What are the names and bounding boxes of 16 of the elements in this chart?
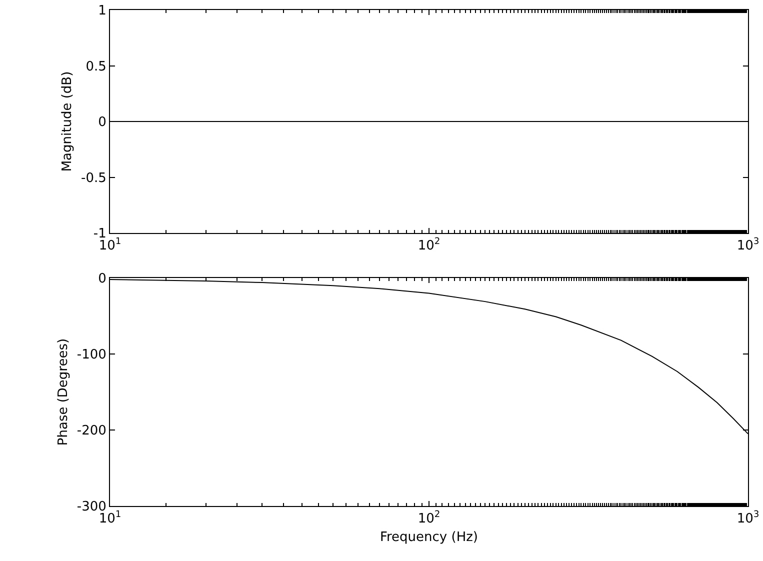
y-tick-label: -0.5 xyxy=(81,170,106,186)
y-tick-label: -100 xyxy=(76,348,106,363)
y-axis-title: Phase (Degrees) xyxy=(56,338,71,446)
x-tick-label: 10$^{3}$ xyxy=(736,237,760,254)
y-tick-label: 0 xyxy=(98,115,106,130)
x-tick-label: 10$^{3}$ xyxy=(736,510,760,527)
x-tick-label: 10$^{2}$ xyxy=(418,510,440,527)
x-tick-label: 10$^{1}$ xyxy=(98,237,122,254)
x-axis-title: Frequency (Hz) xyxy=(380,530,478,546)
x-tick-label: 10$^{1}$ xyxy=(98,510,122,527)
y-tick-label: -200 xyxy=(76,424,106,439)
y-tick-label: 0 xyxy=(98,272,106,287)
y-tick-label: 1 xyxy=(98,4,106,19)
y-tick-label: 0.5 xyxy=(86,59,106,74)
x-tick-label: 10$^{2}$ xyxy=(418,237,440,254)
y-axis-title: Magnitude (dB) xyxy=(60,71,75,172)
